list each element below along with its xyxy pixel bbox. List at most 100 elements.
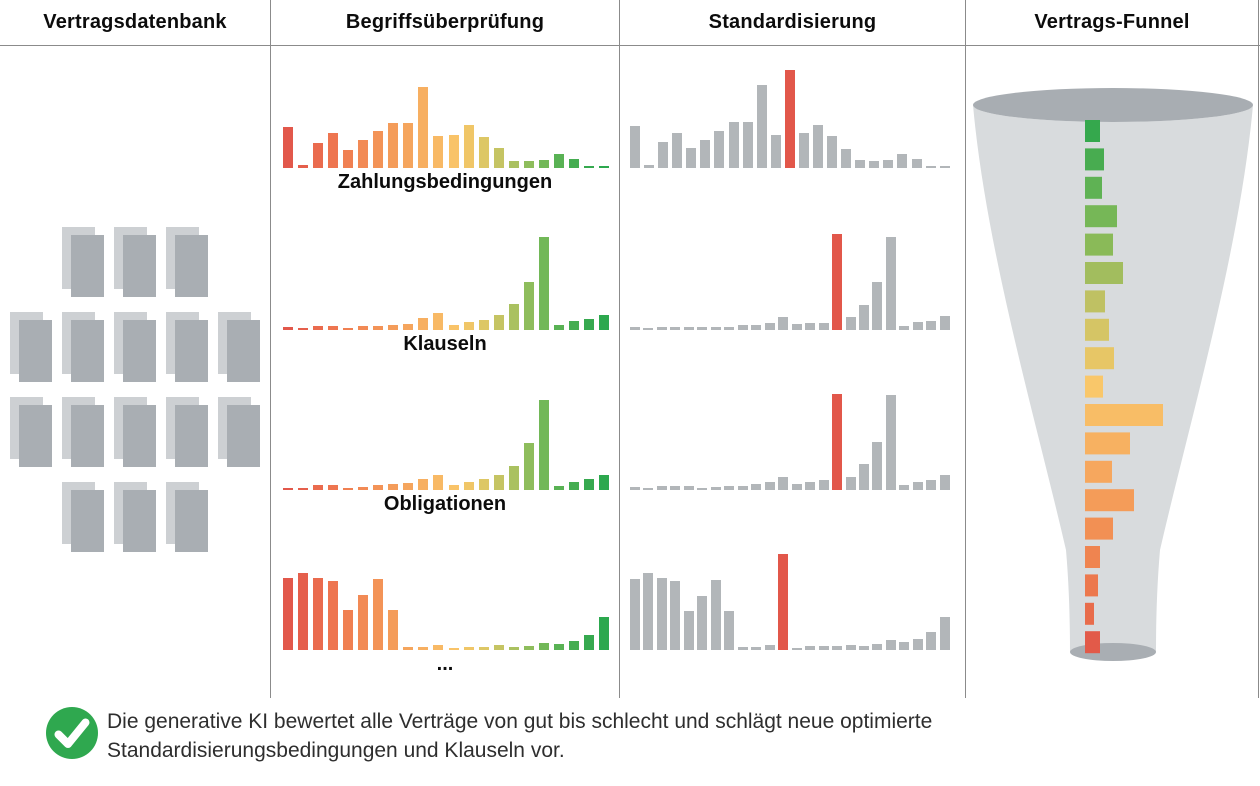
score-bar <box>403 647 414 650</box>
contract-document-icon <box>218 397 260 467</box>
funnel-bar <box>1085 262 1123 284</box>
score-bar <box>313 578 324 650</box>
funnel-bar <box>1085 205 1117 228</box>
distribution-bar <box>798 133 809 168</box>
distribution-bar <box>939 316 950 330</box>
distribution-bar <box>858 305 869 330</box>
distribution-bar <box>872 442 883 490</box>
document-front-page <box>175 405 208 467</box>
funnel-bar <box>1085 489 1134 512</box>
distribution-bar <box>925 166 936 168</box>
contract-document-icon <box>62 227 104 297</box>
score-bar <box>343 328 354 330</box>
score-bar <box>553 644 564 650</box>
distribution-bar <box>700 140 711 168</box>
document-front-page <box>71 405 104 467</box>
score-bar <box>493 148 504 168</box>
funnel-bar <box>1085 432 1130 455</box>
distribution-bar <box>926 632 937 650</box>
document-front-page <box>175 320 208 382</box>
score-bar <box>358 487 369 490</box>
score-bar <box>343 610 354 650</box>
document-front-page <box>123 320 156 382</box>
score-bar <box>523 161 534 168</box>
document-front-page <box>123 235 156 297</box>
distribution-bar <box>630 126 640 168</box>
distribution-bar <box>832 646 843 650</box>
distribution-bar <box>724 486 735 490</box>
score-bar <box>433 136 444 168</box>
distribution-bar <box>912 322 923 330</box>
score-bar <box>568 641 579 650</box>
score-bar <box>568 482 579 490</box>
distribution-bar <box>630 327 640 330</box>
score-bar <box>373 485 384 490</box>
standardization-block-1 <box>620 58 965 198</box>
distribution-bar <box>714 131 725 168</box>
distribution-bar <box>818 646 829 650</box>
funnel-body <box>973 105 1253 652</box>
histogram-block-klauseln: Klauseln <box>271 220 619 360</box>
histogram-label-obligationen: Obligationen <box>383 493 507 515</box>
document-front-page <box>175 490 208 552</box>
column-header-standardisierung: Standardisierung <box>620 0 965 45</box>
distribution-bar <box>751 647 762 650</box>
distribution-bar <box>805 646 816 650</box>
spacer <box>620 650 965 680</box>
score-bar <box>523 443 534 490</box>
distribution-bar <box>899 642 910 650</box>
distribution-bar <box>737 647 748 650</box>
score-bar <box>493 645 504 650</box>
column-standardisierung: Standardisierung <box>620 0 965 698</box>
distribution-bar <box>710 327 721 330</box>
distribution-bar <box>697 596 708 650</box>
score-bar <box>418 647 429 650</box>
check-circle-icon <box>46 707 98 759</box>
score-bar <box>448 135 459 168</box>
standardization-block-3 <box>620 380 965 520</box>
document-row <box>0 482 270 552</box>
column-divider-1 <box>270 0 271 698</box>
distribution-bar <box>658 142 669 168</box>
distribution-bar <box>683 611 694 650</box>
distribution-bar <box>670 327 681 330</box>
document-front-page <box>71 490 104 552</box>
score-bar <box>448 485 459 490</box>
funnel-bar <box>1085 375 1103 398</box>
column-divider-2 <box>619 0 620 698</box>
score-bar <box>343 150 354 168</box>
contract-document-icon <box>62 397 104 467</box>
score-bar <box>538 400 549 490</box>
score-bar <box>298 165 309 168</box>
column-divider-3 <box>965 0 966 698</box>
score-bar <box>493 315 504 330</box>
distribution-bar <box>818 480 829 490</box>
column-title: Begriffsüberprüfung <box>345 11 545 33</box>
column-header-begriffsueberpruefung: Begriffsüberprüfung <box>271 0 619 45</box>
score-bar <box>508 161 519 168</box>
score-bar <box>478 137 489 168</box>
score-bar <box>553 325 564 330</box>
score-bar <box>523 646 534 650</box>
score-bar <box>373 131 384 168</box>
distribution-bar <box>644 165 655 168</box>
distribution-bar <box>827 136 838 168</box>
score-bar <box>538 160 549 168</box>
funnel-bar <box>1085 574 1098 597</box>
score-bar <box>298 328 309 330</box>
score-bar <box>508 647 519 650</box>
histogram-label-zahlungsbedingungen: Zahlungsbedingungen <box>337 171 553 193</box>
caption: Die generative KI bewertet alle Verträge… <box>45 706 1137 765</box>
standardization-block-2 <box>620 220 965 360</box>
score-bar <box>328 326 339 330</box>
document-front-page <box>227 405 260 467</box>
contract-document-icon <box>114 482 156 552</box>
score-bar <box>583 479 594 490</box>
score-bar <box>313 143 324 168</box>
distribution-bar <box>656 327 667 330</box>
score-bar <box>448 325 459 330</box>
score-bar <box>298 573 309 650</box>
distribution-bar <box>805 482 816 490</box>
score-bar <box>298 488 309 490</box>
distribution-bar <box>756 85 767 168</box>
